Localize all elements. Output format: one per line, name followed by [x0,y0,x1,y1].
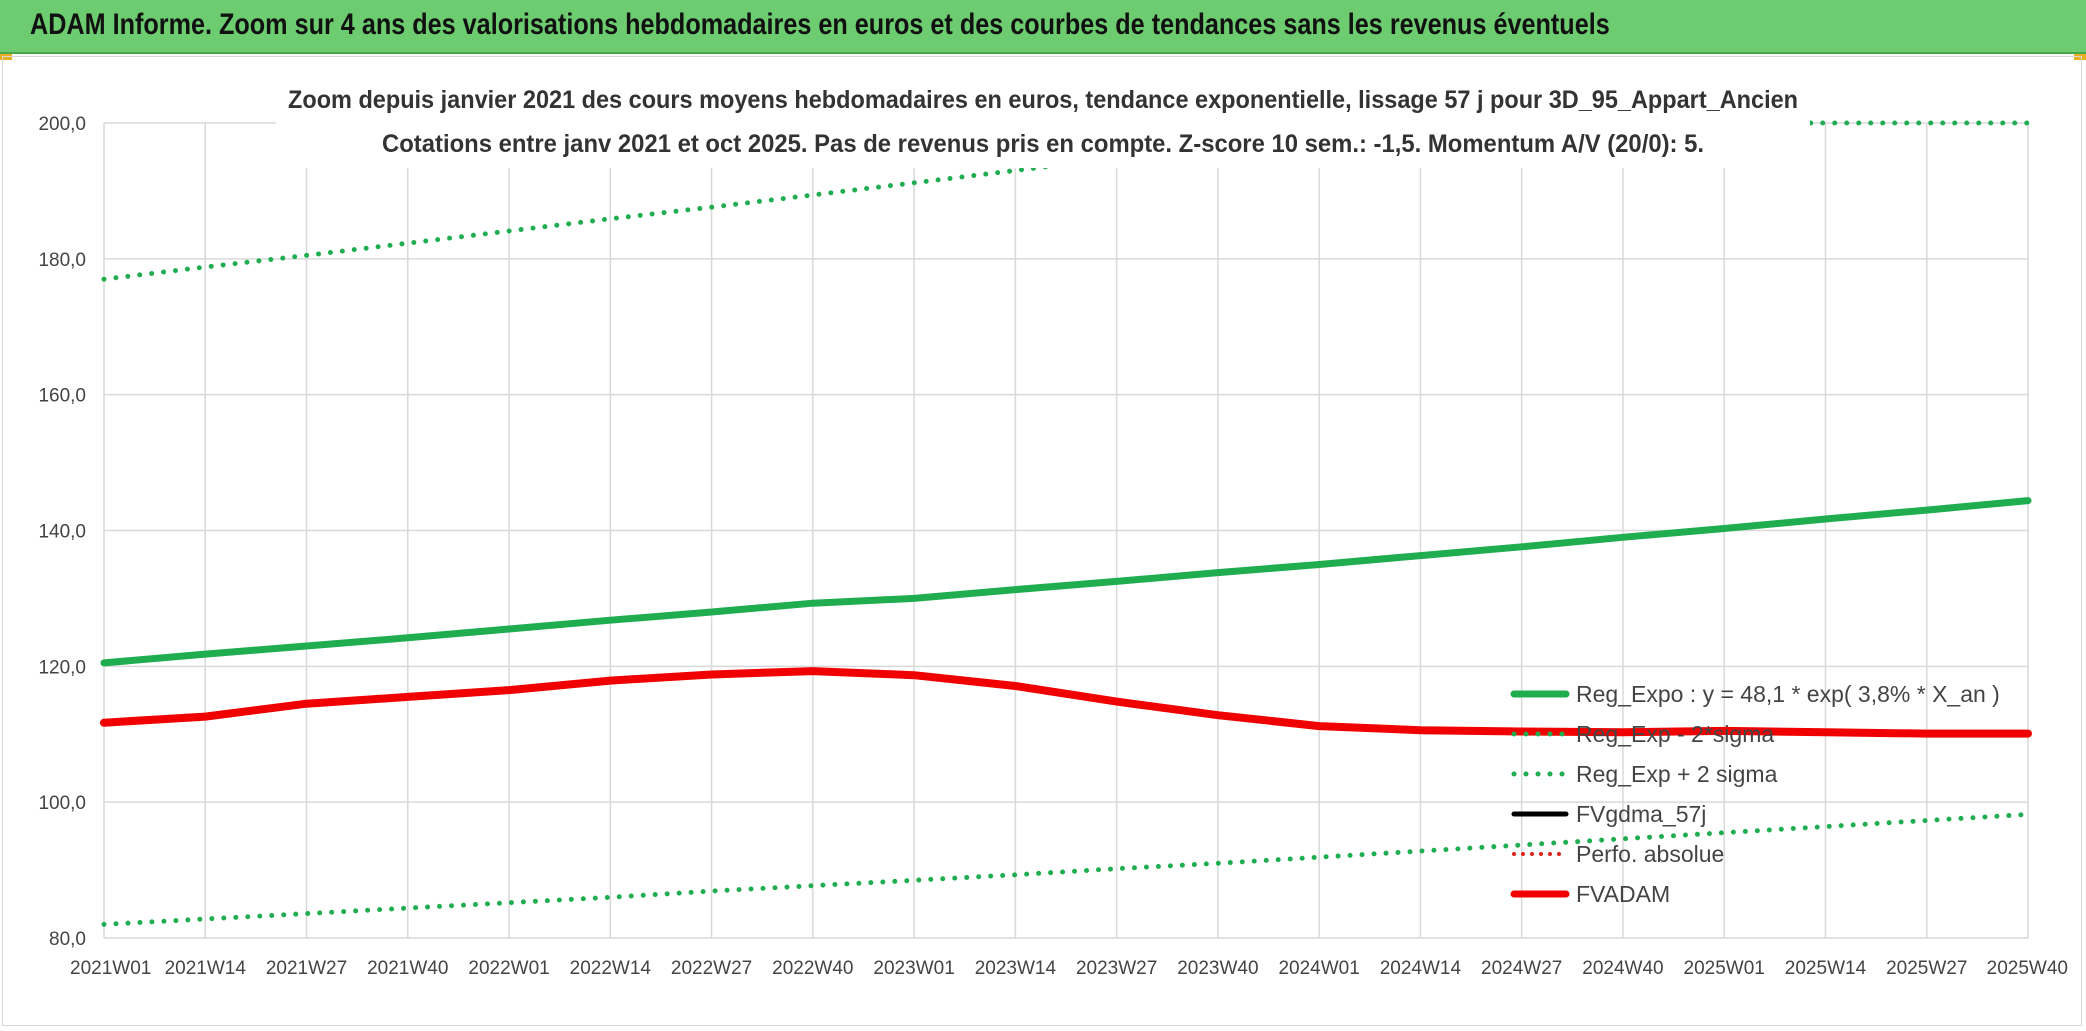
x-tick-label: 2023W40 [1177,958,1258,979]
x-tick-label: 2022W14 [570,958,652,979]
x-tick-label: 2022W01 [468,958,549,979]
legend-label: Perfo. absolue [1576,841,1724,867]
legend-label: Reg_Exp + 2 sigma [1576,761,1778,787]
series-line-reg-exp-2-sigma [101,811,2031,927]
report-banner: ADAM Informe. Zoom sur 4 ans des valoris… [0,0,2086,54]
x-tick-label: 2024W27 [1481,958,1562,979]
x-tick-label: 2023W01 [873,958,954,979]
series-line-reg-exp-2-sigma [101,120,2031,282]
y-tick-label: 180,0 [38,250,86,271]
chart-grid [103,122,2029,939]
x-tick-label: 2024W14 [1380,958,1462,979]
x-axis-ticks: 2021W01 2021W14 2021W27 2021W40 2022W01 2022W… [70,958,2068,979]
chart-frame [2,56,2082,1026]
x-tick-label: 2024W40 [1582,958,1663,979]
x-tick-label: 2023W27 [1076,958,1157,979]
y-tick-label: 80,0 [49,929,86,950]
chart-title-line-1: Zoom depuis janvier 2021 des cours moyen… [288,86,1798,114]
banner-corner-right [2074,54,2086,60]
y-axis-ticks: 80,0 100,0 120,0 140,0 160,0 180,0 200,0 [38,114,86,950]
y-tick-label: 140,0 [38,522,86,543]
x-tick-label: 2021W14 [165,958,247,979]
x-tick-label: 2022W27 [671,958,752,979]
x-tick-label: 2021W01 [70,958,151,979]
x-tick-label: 2025W27 [1886,958,1967,979]
banner-corner-left [0,54,12,60]
x-tick-label: 2021W27 [266,958,347,979]
y-tick-label: 160,0 [38,386,86,407]
x-tick-label: 2022W40 [772,958,853,979]
chart-title-background [276,80,1810,168]
legend-label: FVgdma_57j [1576,801,1706,827]
x-tick-label: 2021W40 [367,958,448,979]
chart-series [100,120,2032,927]
series-line-fvadam [100,667,2032,738]
chart-legend: Reg_Expo : y = 48,1 * exp( 3,8% * X_an )… [1510,681,2000,907]
chart-title: Zoom depuis janvier 2021 des cours moyen… [276,80,1810,168]
legend-label: Reg_Exp - 2*sigma [1576,721,1774,747]
x-tick-label: 2025W40 [1987,958,2068,979]
x-tick-label: 2024W01 [1278,958,1359,979]
chart-title-line-2: Cotations entre janv 2021 et oct 2025. P… [382,130,1704,158]
report-banner-title: ADAM Informe. Zoom sur 4 ans des valoris… [30,8,1610,41]
x-tick-label: 2023W14 [975,958,1057,979]
y-tick-label: 200,0 [38,114,86,135]
x-tick-label: 2025W14 [1785,958,1867,979]
legend-label: Reg_Expo : y = 48,1 * exp( 3,8% * X_an ) [1576,681,2000,707]
y-tick-label: 100,0 [38,793,86,814]
x-tick-label: 2025W01 [1684,958,1765,979]
legend-label: FVADAM [1576,881,1670,907]
series-line-reg-expo [100,497,2032,667]
y-tick-label: 120,0 [38,657,86,678]
